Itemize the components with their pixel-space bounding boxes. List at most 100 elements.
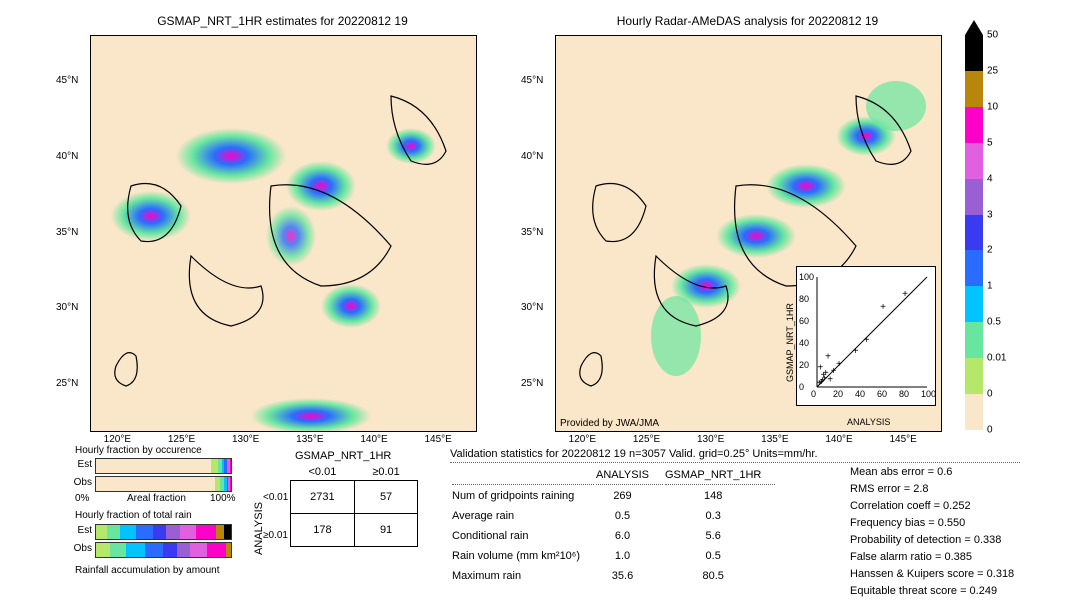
- occ-xmin: 0%: [75, 493, 89, 504]
- axis-tick: 30°N: [521, 302, 543, 313]
- svg-text:+: +: [864, 335, 870, 346]
- scatter-svg: +++++++++++++++: [797, 267, 935, 405]
- validation-header: GSMAP_NRT_1HR: [665, 466, 775, 485]
- totalrain-title: Hourly fraction of total rain: [75, 510, 192, 521]
- colorbar-tick: 2: [987, 245, 993, 256]
- axis-tick: 130°E: [232, 434, 259, 445]
- bar-segment: [166, 525, 180, 539]
- validation-cell: 269: [596, 487, 663, 505]
- map-right: Provided by JWA/JMA +++++++++++++++ ANAL…: [555, 35, 942, 432]
- bar-segment: [136, 525, 152, 539]
- colorbar-tick: 0: [987, 389, 993, 400]
- colorbar-tick: 50: [987, 30, 998, 41]
- inset-ytick: 80: [799, 294, 809, 304]
- validation-cell: Num of gridpoints raining: [452, 487, 594, 505]
- colorbar-tick: 0.01: [987, 353, 1006, 364]
- bar-segment: [230, 459, 231, 473]
- metric-line: Correlation coeff = 0.252: [850, 498, 1014, 515]
- colorbar-segment: [965, 358, 983, 394]
- validation-cell: 0.3: [665, 507, 775, 525]
- colorbar-segment: [965, 35, 983, 71]
- inset-ylabel: GSMAP_NRT_1HR: [785, 303, 795, 382]
- colorbar-segment: [965, 179, 983, 215]
- map-left: [90, 35, 477, 432]
- cont-col1: ≥0.01: [354, 464, 417, 481]
- occurrence-title: Hourly fraction by occurence: [75, 445, 202, 456]
- cont-00: 2731: [291, 481, 355, 514]
- contingency-table: <0.01≥0.01 273157 17891: [290, 464, 418, 547]
- colorbar: 502510543210.50.0100: [965, 35, 983, 430]
- bar-segment: [190, 543, 206, 557]
- obs-label-2: Obs: [74, 543, 92, 554]
- inset-xtick: 60: [877, 389, 887, 399]
- contingency-side-label: ANALYSIS: [253, 502, 265, 555]
- metric-line: RMS error = 2.8: [850, 481, 1014, 498]
- totalrain-est-bar: Est: [95, 524, 232, 540]
- validation-cell: Average rain: [452, 507, 594, 525]
- colorbar-segment: [965, 394, 983, 430]
- scatter-inset: +++++++++++++++ ANALYSIS GSMAP_NRT_1HR 0…: [796, 266, 936, 406]
- colorbar-segment: [965, 71, 983, 107]
- colorbar-segment: [965, 250, 983, 286]
- validation-cell: 148: [665, 487, 775, 505]
- validation-table: ANALYSISGSMAP_NRT_1HR Num of gridpoints r…: [450, 464, 777, 587]
- axis-tick: 125°E: [168, 434, 195, 445]
- metric-line: Equitable threat score = 0.249: [850, 583, 1014, 600]
- est-label-2: Est: [78, 525, 92, 536]
- validation-cell: 0.5: [665, 547, 775, 565]
- bar-segment: [120, 525, 136, 539]
- colorbar-tick: 10: [987, 101, 998, 112]
- axis-tick: 145°E: [890, 434, 917, 445]
- axis-tick: 25°N: [56, 378, 78, 389]
- cont-row0: <0.01: [263, 492, 288, 503]
- cont-col0: <0.01: [291, 464, 355, 481]
- axis-tick: 145°E: [425, 434, 452, 445]
- colorbar-tick: 0: [987, 425, 993, 436]
- validation-cell: 1.0: [596, 547, 663, 565]
- axis-tick: 35°N: [56, 227, 78, 238]
- totalrain-obs-bar: Obs: [95, 542, 232, 558]
- axis-tick: 135°E: [761, 434, 788, 445]
- obs-label: Obs: [74, 477, 92, 488]
- axis-tick: 30°N: [56, 302, 78, 313]
- cont-10: 178: [291, 514, 355, 547]
- inset-xtick: 0: [811, 389, 816, 399]
- bar-segment: [96, 543, 110, 557]
- axis-tick: 140°E: [825, 434, 852, 445]
- svg-text:+: +: [825, 352, 831, 363]
- colorbar-segment: [965, 322, 983, 358]
- inset-xtick: 100: [921, 389, 936, 399]
- colorbar-segment: [965, 107, 983, 143]
- validation-cell: 35.6: [596, 567, 663, 585]
- left-map-title: GSMAP_NRT_1HR estimates for 20220812 19: [90, 14, 475, 28]
- inset-ytick: 20: [799, 360, 809, 370]
- validation-header: ANALYSIS: [596, 466, 663, 485]
- colorbar-tick: 25: [987, 65, 998, 76]
- inset-xtick: 80: [899, 389, 909, 399]
- bar-segment: [145, 543, 164, 557]
- inset-xlabel: ANALYSIS: [847, 417, 890, 427]
- axis-tick: 25°N: [521, 378, 543, 389]
- colorbar-cap-icon: [965, 20, 983, 35]
- validation-header: [452, 466, 594, 485]
- provided-by-text: Provided by JWA/JMA: [560, 418, 659, 429]
- svg-text:+: +: [902, 289, 908, 300]
- colorbar-tick: 3: [987, 209, 993, 220]
- bar-segment: [180, 525, 196, 539]
- est-label: Est: [78, 459, 92, 470]
- axis-tick: 40°N: [521, 151, 543, 162]
- axis-tick: 125°E: [633, 434, 660, 445]
- axis-tick: 120°E: [104, 434, 131, 445]
- inset-ytick: 60: [799, 316, 809, 326]
- validation-metrics: Mean abs error = 0.6RMS error = 2.8Corre…: [850, 464, 1014, 600]
- colorbar-segment: [965, 143, 983, 179]
- metric-line: Probability of detection = 0.338: [850, 532, 1014, 549]
- bar-segment: [96, 525, 107, 539]
- inset-xtick: 20: [833, 389, 843, 399]
- colorbar-tick: 0.5: [987, 317, 1001, 328]
- cont-row1: ≥0.01: [263, 530, 288, 541]
- validation-cell: Maximum rain: [452, 567, 594, 585]
- axis-tick: 140°E: [360, 434, 387, 445]
- occurrence-est-bar: Est: [95, 458, 232, 474]
- axis-tick: 130°E: [697, 434, 724, 445]
